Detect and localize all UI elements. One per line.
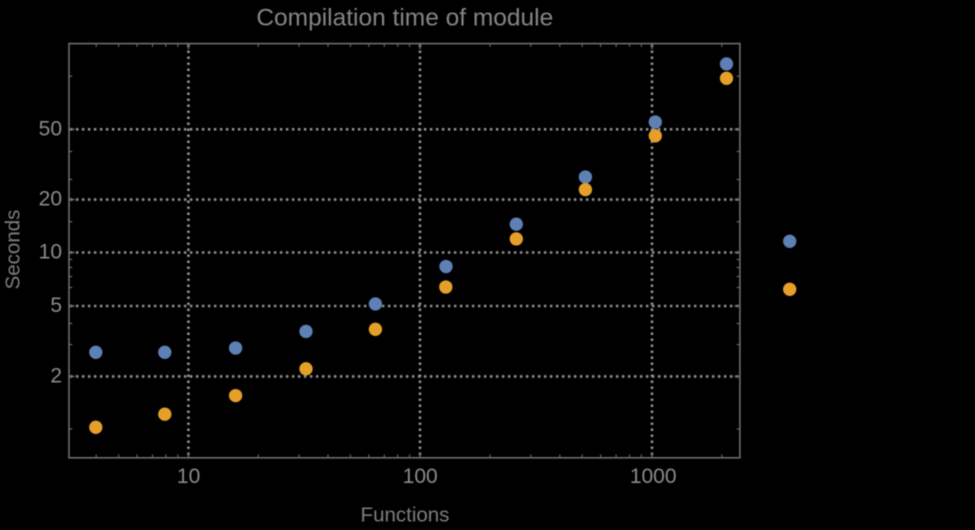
svg-text:50: 50 [39,117,62,140]
svg-text:5: 5 [50,294,62,317]
svg-text:10: 10 [177,465,200,488]
svg-text:100: 100 [403,465,438,488]
svg-text:Seconds: Seconds [2,210,25,290]
svg-text:2: 2 [50,364,62,387]
svg-text:20: 20 [39,188,62,211]
svg-text:Functions: Functions [361,504,450,525]
svg-text:Compilation time of module: Compilation time of module [256,5,553,32]
svg-text:1000: 1000 [630,465,677,488]
svg-text:10: 10 [39,241,62,264]
